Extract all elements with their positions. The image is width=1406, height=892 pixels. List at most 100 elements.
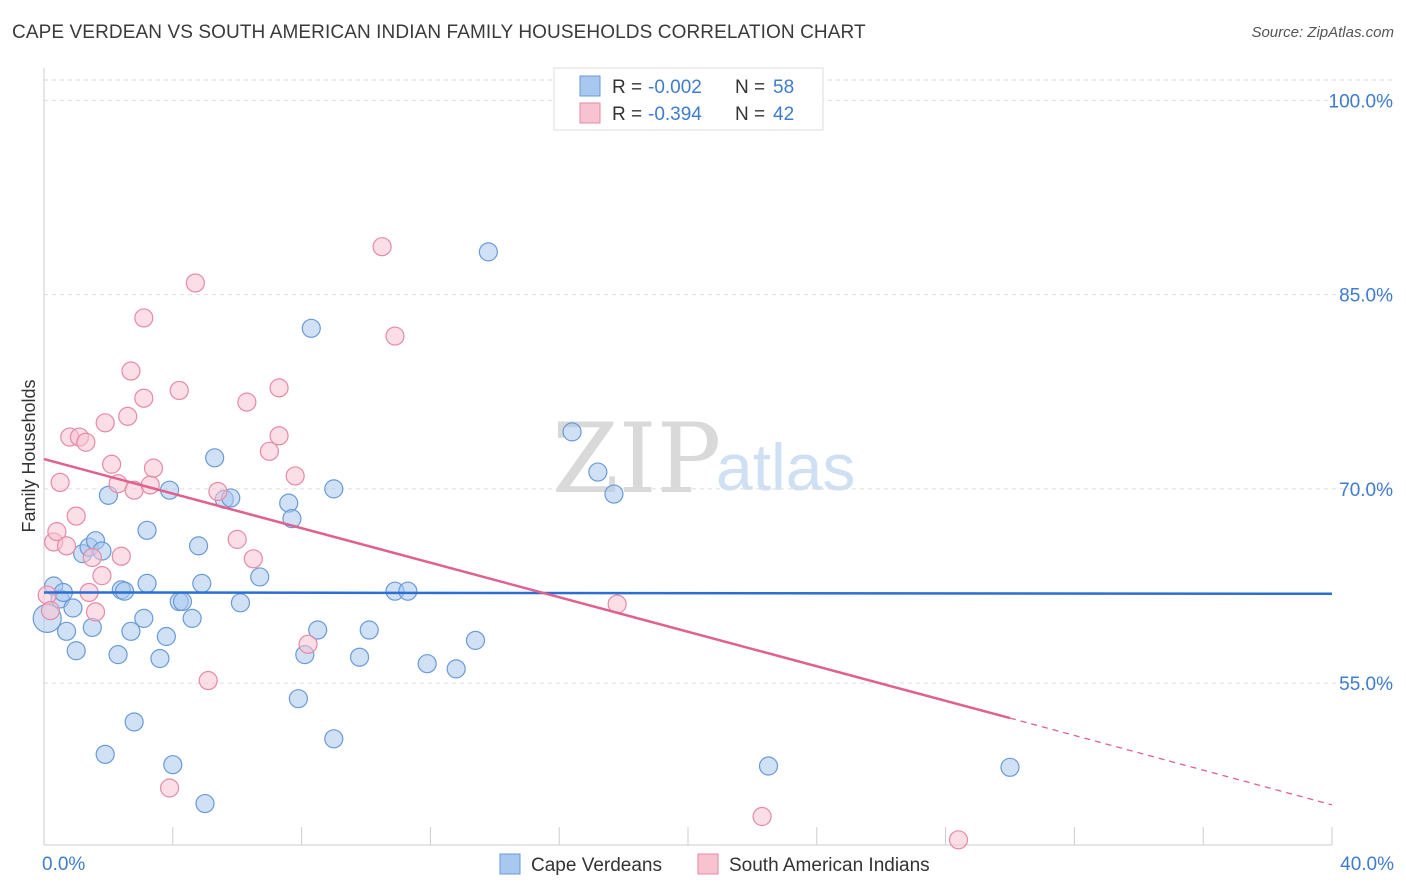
cape-verdean-point <box>588 462 608 482</box>
watermark-atlas: atlas <box>716 430 855 504</box>
x-tick-label: 40.0% <box>1340 854 1394 875</box>
south-american-indian-point <box>37 585 57 605</box>
cape-verdean-point <box>465 630 486 650</box>
south-american-indian-point <box>85 602 106 622</box>
south-american-indian-point <box>50 472 70 492</box>
x-ticks <box>43 827 1333 845</box>
cape-verdean-point <box>288 689 308 709</box>
south-american-indian-point <box>102 454 122 474</box>
south-american-indian-point <box>227 529 247 549</box>
south-american-indian-point <box>111 546 131 566</box>
cape-verdean-point <box>604 484 624 504</box>
cape-verdean-point <box>301 318 321 338</box>
cape-verdean-point <box>398 581 418 601</box>
cape-verdean-point <box>108 645 128 665</box>
chart-title: CAPE VERDEAN VS SOUTH AMERICAN INDIAN FA… <box>12 22 866 43</box>
x-tick-label: 0.0% <box>42 854 85 875</box>
cape-verdean-point <box>66 641 86 661</box>
stats-legend: R = -0.002 N = 58 R = -0.394 N = 42 <box>553 67 824 131</box>
legend-r-label: R = <box>612 104 642 125</box>
cape-verdean-point <box>137 520 157 540</box>
cape-verdean-point <box>172 591 193 612</box>
cape-verdean-point <box>417 654 437 674</box>
y-tick-label: 100.0% <box>1329 91 1394 112</box>
cape-verdean-point <box>188 536 209 556</box>
cape-verdean-point <box>230 593 251 613</box>
x-tick-labels: 0.0% 40.0% <box>42 854 1394 875</box>
south-american-indian-point <box>40 601 61 621</box>
cape-verdean-point <box>446 659 466 679</box>
cape-verdean-point <box>205 448 225 468</box>
series-legend-swatch-south-american-indians <box>697 853 719 875</box>
series-legend-cape-verdeans: Cape Verdeans <box>531 855 662 876</box>
cape-verdean-trend-line <box>43 591 1333 596</box>
legend-r-value: -0.394 <box>648 104 702 125</box>
series-legend: Cape Verdeans South American Indians <box>499 853 930 876</box>
south-american-indian-point <box>134 308 154 328</box>
cape-verdean-point <box>124 712 144 732</box>
cape-verdean-point <box>63 598 83 618</box>
legend-n-value: 58 <box>773 77 794 98</box>
south-american-indian-point <box>385 326 405 346</box>
cape-verdean-point <box>137 573 157 594</box>
legend-n-value: 42 <box>773 104 794 125</box>
cape-verdean-point <box>758 756 779 776</box>
south-american-indian-point <box>372 237 392 257</box>
south-american-indian-point <box>47 522 67 542</box>
south-american-indian-trend-extension <box>1009 717 1333 806</box>
legend-r-value: -0.002 <box>648 77 702 98</box>
cape-verdean-point <box>308 620 328 640</box>
y-tick-label: 70.0% <box>1339 480 1393 501</box>
cape-verdean-point <box>82 617 102 638</box>
watermark-zip: ZIP <box>552 403 721 515</box>
south-american-indian-point <box>159 778 180 798</box>
data-points <box>32 237 1020 850</box>
south-american-indian-point <box>298 634 318 654</box>
south-american-indian-point <box>269 378 289 398</box>
south-american-indian-point <box>948 830 969 850</box>
south-american-indian-point <box>269 426 289 446</box>
cape-verdean-point <box>182 608 202 628</box>
cape-verdean-point <box>156 626 176 647</box>
series-legend-south-american-indians: South American Indians <box>729 855 930 876</box>
cape-verdean-point <box>324 479 344 499</box>
legend-r-label: R = <box>612 77 642 98</box>
cape-verdean-point <box>478 242 498 262</box>
cape-verdean-point <box>114 581 135 601</box>
south-american-indian-point <box>198 670 218 691</box>
south-american-indian-point <box>95 413 115 433</box>
trend-lines <box>43 457 1333 806</box>
south-american-indian-point <box>134 388 154 408</box>
cape-verdean-point <box>250 567 270 587</box>
cape-verdean-point <box>195 793 215 814</box>
south-american-indian-point <box>118 406 138 426</box>
south-american-indian-point <box>752 806 772 827</box>
cape-verdean-point <box>279 493 299 513</box>
y-tick-label: 85.0% <box>1339 286 1393 307</box>
legend-n-label: N = <box>735 77 765 98</box>
cape-verdean-point <box>134 608 154 628</box>
south-american-indian-point <box>143 458 164 478</box>
south-american-indian-point <box>259 441 279 461</box>
south-american-indian-point <box>237 392 257 412</box>
cape-verdean-point <box>163 755 183 775</box>
cape-verdean-point <box>121 621 141 641</box>
series-legend-swatch-cape-verdeans <box>499 853 521 875</box>
south-american-indian-point <box>76 432 96 452</box>
south-american-indian-trend-line <box>43 457 1011 720</box>
chart-source: Source: ZipAtlas.com <box>1251 24 1394 41</box>
south-american-indian-point <box>169 380 189 401</box>
y-tick-label: 55.0% <box>1339 674 1393 695</box>
legend-swatch-south-american-indians <box>579 102 601 124</box>
south-american-indian-point <box>82 547 102 568</box>
south-american-indian-point <box>92 566 112 586</box>
cape-verdean-point <box>349 647 370 667</box>
cape-verdean-point <box>95 744 115 764</box>
cape-verdean-point <box>1000 757 1020 777</box>
south-american-indian-point <box>185 273 205 293</box>
cape-verdean-point <box>150 648 170 669</box>
y-axis-label: Family Households <box>19 379 39 532</box>
legend-n-label: N = <box>735 104 765 125</box>
south-american-indian-point <box>208 481 228 502</box>
